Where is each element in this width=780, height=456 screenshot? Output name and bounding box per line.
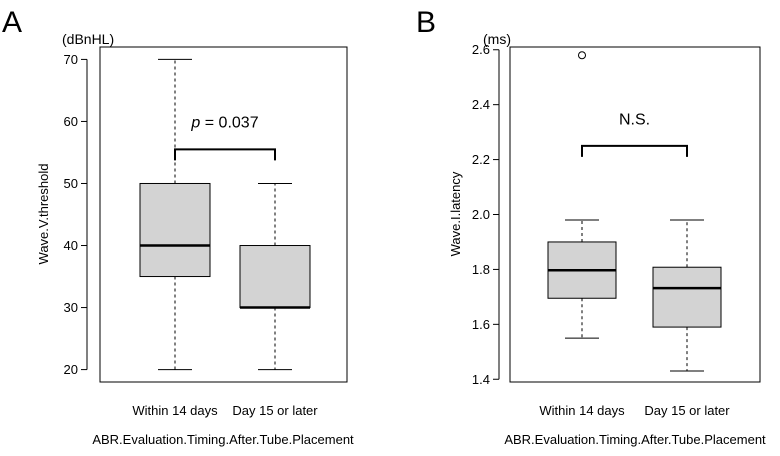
- panel-a: A (dBnHL) Wave.V.threshold ABR.Evaluatio…: [2, 6, 354, 447]
- panel-b-y-tick-label: 1.6: [472, 317, 490, 332]
- panel-b-y-tick-label: 2.0: [472, 207, 490, 222]
- panel-a-y-tick-label: 50: [64, 176, 78, 191]
- iqr-box: [652, 266, 722, 328]
- panel-b: B (ms) Wave.I.latency ABR.Evaluation.Tim…: [416, 6, 766, 447]
- panel-b-plot-frame: [509, 46, 761, 383]
- panel-a-y-axis-label: Wave.V.threshold: [36, 164, 51, 265]
- panel-a-category-label: Within 14 days: [132, 403, 218, 418]
- panel-a-y-tick-label: 60: [64, 114, 78, 129]
- panel-a-y-tick-label: 70: [64, 52, 78, 67]
- panel-b-box-1: [547, 51, 617, 339]
- panel-b-significance-bracket: [581, 144, 688, 157]
- iqr-box: [139, 182, 211, 278]
- panel-a-box-1: [139, 58, 211, 371]
- panel-b-x-axis-label: ABR.Evaluation.Timing.After.Tube.Placeme…: [504, 432, 766, 447]
- panel-b-y-tick-label: 2.4: [472, 97, 490, 112]
- panel-b-box-2: [652, 219, 722, 372]
- panel-a-category-label: Day 15 or later: [232, 403, 318, 418]
- panel-a-y-tick-label: 20: [64, 362, 78, 377]
- panel-b-unit: (ms): [483, 31, 511, 47]
- panel-a-y-tick-label: 40: [64, 238, 78, 253]
- panel-a-unit: (dBnHL): [62, 31, 114, 47]
- panel-a-plot-frame: [99, 46, 348, 383]
- panel-b-significance-label: N.S.: [619, 111, 650, 128]
- panel-b-y-tick-label: 2.2: [472, 152, 490, 167]
- panel-b-y-tick-label: 1.8: [472, 262, 490, 277]
- panel-b-category-label: Within 14 days: [539, 403, 625, 418]
- panel-b-category-label: Day 15 or later: [644, 403, 730, 418]
- iqr-box: [239, 245, 311, 309]
- panel-b-letter: B: [416, 6, 436, 39]
- panel-a-x-axis-label: ABR.Evaluation.Timing.After.Tube.Placeme…: [92, 432, 354, 447]
- panel-a-y-tick-label: 30: [64, 300, 78, 315]
- panel-a-box-2: [239, 182, 311, 371]
- panel-b-y-tick-label: 1.4: [472, 372, 490, 387]
- outlier-point: [578, 51, 586, 60]
- panel-b-y-tick-label: 2.6: [472, 42, 490, 57]
- panel-a-letter: A: [2, 6, 22, 39]
- panel-a-significance-bracket: [174, 148, 276, 161]
- panel-a-significance-label: p = 0.037: [190, 114, 258, 131]
- panel-b-y-axis-label: Wave.I.latency: [448, 171, 463, 256]
